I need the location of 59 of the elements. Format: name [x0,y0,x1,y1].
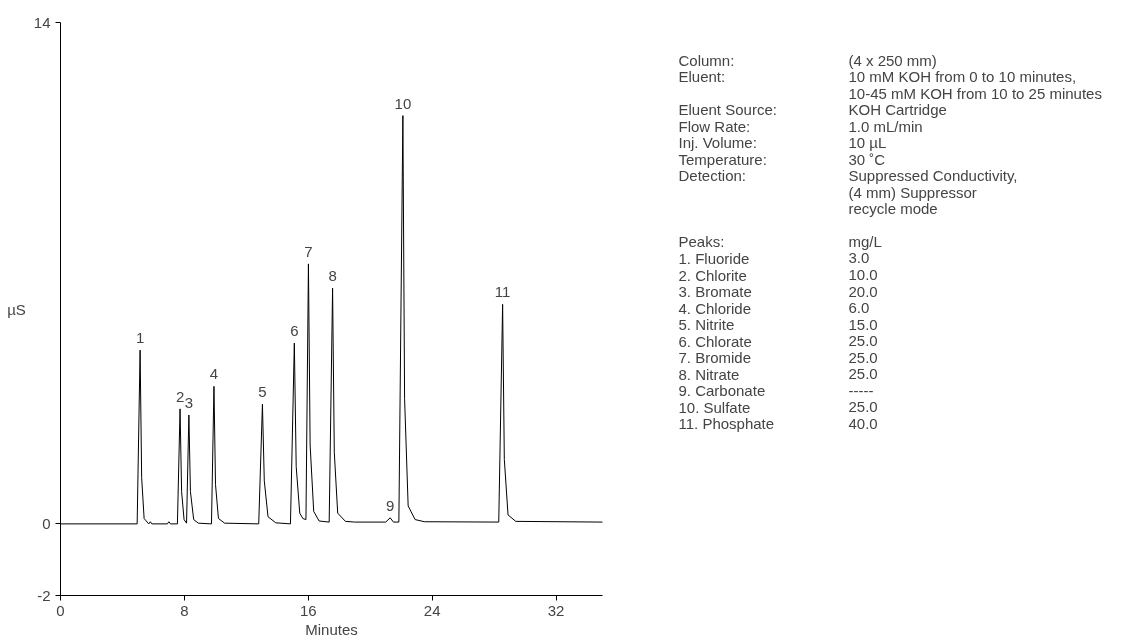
text: 1.0 mL/min [848,117,923,135]
annotation: 6 [290,322,299,340]
annotation: 5 [258,383,267,401]
annotation: 4 [209,365,219,383]
text: Eluent Source: [678,101,777,119]
text: 10 µL [848,134,887,152]
text: 25.0 [848,398,878,416]
text: 40.0 [848,414,878,432]
annotation: 10 [394,94,412,112]
text: Eluent: [678,68,726,86]
text: 10.0 [848,266,878,284]
text: 10 mM KOH from 0 to 10 minutes, 10-45 mM KOH from 10 to 25 minutes [848,68,1102,102]
text: mg/L [848,233,882,251]
x-tick-label: 24 [423,601,441,619]
text: 30 ˚C [848,150,886,168]
text: Peaks: [678,233,725,251]
text: 25.0 [848,348,878,366]
x-tick-label: 0 [56,601,65,619]
annotation: 11 [494,283,511,301]
x-tick-label: 16 [299,601,317,619]
text: (4 x 250 mm) [848,51,937,69]
text: 6. Chlorate [678,332,752,350]
text: Inj. Volume: [678,134,757,152]
x-tick-label: 32 [547,601,565,619]
x-tick-label: 8 [180,601,189,619]
text: 25.0 [848,365,878,383]
text: 6.0 [848,299,870,317]
text: 25.0 [848,332,878,350]
annotation: 1 [135,329,145,347]
annotation: 2 [175,387,185,405]
text: 9. Carbonate [678,382,766,400]
text: Detection: [678,167,747,185]
y-tick-label: 14 [33,13,51,31]
y-axis-title: µS [7,300,26,318]
text: 7. Bromide [678,349,752,367]
text: 4. Chloride [678,299,752,317]
text: ----- [848,381,874,399]
annotation: 9 [386,496,395,514]
text: 20.0 [848,282,878,300]
text: 5. Nitrite [678,316,735,334]
text: 3. Bromate [678,283,752,301]
text: Column: [678,51,735,69]
annotation: 8 [328,267,337,285]
text: Suppressed Conductivity, (4 mm) Suppressor recycle mode [848,167,1018,218]
text: Flow Rate: [678,117,751,135]
text: 8. Nitrate [678,365,740,383]
text: 10. Sulfate [678,398,751,416]
y-tick-label: 0 [42,514,51,532]
annotation: 7 [304,242,313,260]
text: KOH Cartridge [848,101,947,119]
text: 3.0 [848,249,870,267]
text: 11. Phosphate [678,415,775,433]
y-tick-label: -2 [37,586,51,604]
text: 1. Fluoride [678,249,750,267]
text: 2. Chlorite [678,266,747,284]
x-axis-title: Minutes [305,620,358,638]
annotation: 3 [184,394,194,412]
text: Temperature: [678,150,767,168]
text: 15.0 [848,315,878,333]
